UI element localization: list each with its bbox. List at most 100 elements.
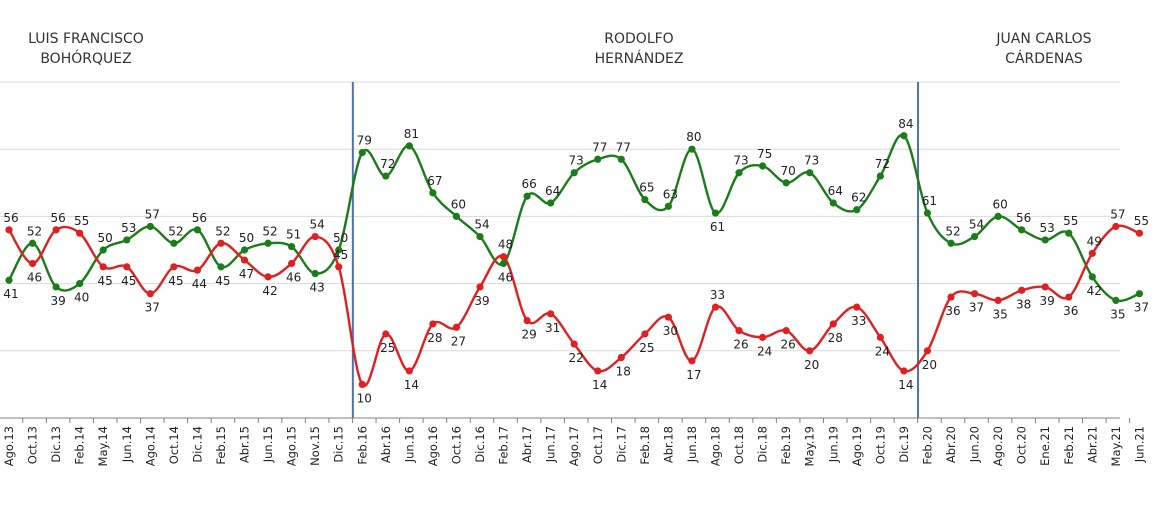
data-label: 37: [1134, 301, 1149, 315]
data-label: 36: [1063, 304, 1078, 318]
data-point: [311, 269, 319, 278]
data-point: [1018, 286, 1026, 294]
data-point: [1088, 249, 1096, 257]
data-label: 31: [545, 321, 560, 335]
data-label: 52: [215, 224, 230, 238]
data-point: [923, 347, 932, 355]
data-point: [193, 226, 201, 234]
data-point: [288, 243, 296, 251]
x-tick-label: Abr.21: [1085, 426, 1099, 463]
data-label: 77: [592, 140, 607, 154]
data-point: [1041, 283, 1049, 291]
data-label: 36: [945, 304, 960, 318]
data-label: 72: [380, 157, 395, 171]
x-tick-label: Jun.18: [685, 426, 699, 463]
data-point: [947, 239, 955, 247]
data-point: [217, 239, 225, 247]
data-point: [405, 367, 413, 375]
era-title: JUAN CARLOS: [995, 31, 1091, 47]
data-point: [382, 330, 390, 338]
x-tick-label: Feb.14: [73, 426, 87, 465]
data-point: [900, 132, 908, 140]
data-point: [76, 280, 84, 288]
data-label: 35: [1110, 307, 1125, 321]
data-label: 56: [3, 211, 18, 225]
data-label: 28: [427, 331, 442, 345]
data-point: [335, 246, 343, 254]
data-label: 40: [74, 291, 89, 305]
data-point: [688, 357, 696, 365]
data-label: 42: [1087, 284, 1102, 298]
data-label: 57: [145, 207, 160, 221]
data-label: 33: [710, 288, 725, 302]
x-tick-label: Ago.20: [991, 426, 1005, 466]
data-label: 60: [992, 197, 1007, 211]
data-label: 52: [945, 224, 960, 238]
x-axis: Ago.13 Oct.13 Dic.13 Feb.14 May.14 Jun.14 Ago.…: [0, 417, 1146, 466]
era-title: CÁRDENAS: [1005, 50, 1083, 67]
data-point: [99, 263, 107, 271]
data-point: [711, 209, 720, 217]
data-point: [76, 229, 84, 237]
data-point: [476, 283, 484, 291]
data-label: 62: [851, 191, 866, 205]
data-label: 41: [3, 287, 18, 301]
data-label: 73: [569, 154, 584, 168]
data-point: [240, 246, 249, 254]
data-label: 57: [1110, 207, 1125, 221]
era-title: BOHÓRQUEZ: [40, 49, 131, 67]
data-label: 48: [498, 238, 513, 252]
data-label: 51: [286, 228, 301, 242]
data-point: [452, 323, 461, 331]
data-point: [52, 283, 60, 291]
data-point: [994, 212, 1002, 220]
x-tick-label: Feb.17: [497, 426, 511, 465]
data-point: [806, 347, 814, 355]
x-tick-label: Feb.20: [920, 426, 934, 465]
x-tick-label: Feb.19: [779, 426, 793, 465]
series-points: [5, 132, 1143, 388]
data-point: [829, 320, 837, 328]
data-point: [28, 259, 37, 268]
data-label: 56: [1016, 211, 1031, 225]
data-label: 24: [757, 344, 772, 358]
x-tick-label: Ago.15: [285, 426, 299, 466]
data-label: 37: [969, 301, 984, 315]
data-point: [523, 316, 531, 325]
x-tick-label: Oct.16: [449, 426, 463, 464]
data-label: 39: [1040, 294, 1055, 308]
data-point: [499, 253, 508, 261]
data-point: [547, 199, 555, 207]
data-label: 44: [192, 277, 207, 291]
data-label: 75: [757, 147, 772, 161]
data-label: 33: [851, 314, 866, 328]
x-tick-label: Ago.18: [709, 426, 723, 466]
data-point: [594, 367, 602, 375]
data-label: 42: [262, 284, 277, 298]
data-point: [782, 327, 790, 335]
data-label: 52: [262, 224, 277, 238]
x-tick-label: Abr.17: [520, 426, 534, 463]
data-labels: 41 52 39 40 50 53 57 52 56 45 50 52 51 43 50 79 72 81 67 60…: [3, 117, 1149, 406]
data-point: [405, 142, 413, 150]
data-point: [358, 148, 366, 157]
x-tick-label: Jun.14: [120, 426, 134, 463]
data-label: 50: [239, 231, 254, 245]
x-tick-label: Ago.16: [426, 426, 440, 466]
x-tick-label: Dic.15: [332, 426, 346, 463]
data-point: [970, 232, 979, 241]
data-point: [759, 162, 767, 170]
x-tick-label: Ago.13: [2, 426, 16, 466]
era-title: RODOLFO: [604, 31, 673, 47]
data-point: [735, 169, 743, 177]
data-label: 52: [27, 224, 42, 238]
x-tick-label: Ene.21: [1038, 426, 1052, 466]
x-tick-label: Dic.19: [897, 426, 911, 463]
data-label: 84: [898, 117, 913, 131]
x-tick-label: May.14: [96, 426, 110, 466]
x-tick-label: May.19: [803, 426, 817, 466]
data-label: 45: [168, 274, 183, 288]
data-label: 73: [804, 154, 819, 168]
data-label: 22: [569, 351, 584, 365]
data-label: 10: [357, 391, 372, 405]
